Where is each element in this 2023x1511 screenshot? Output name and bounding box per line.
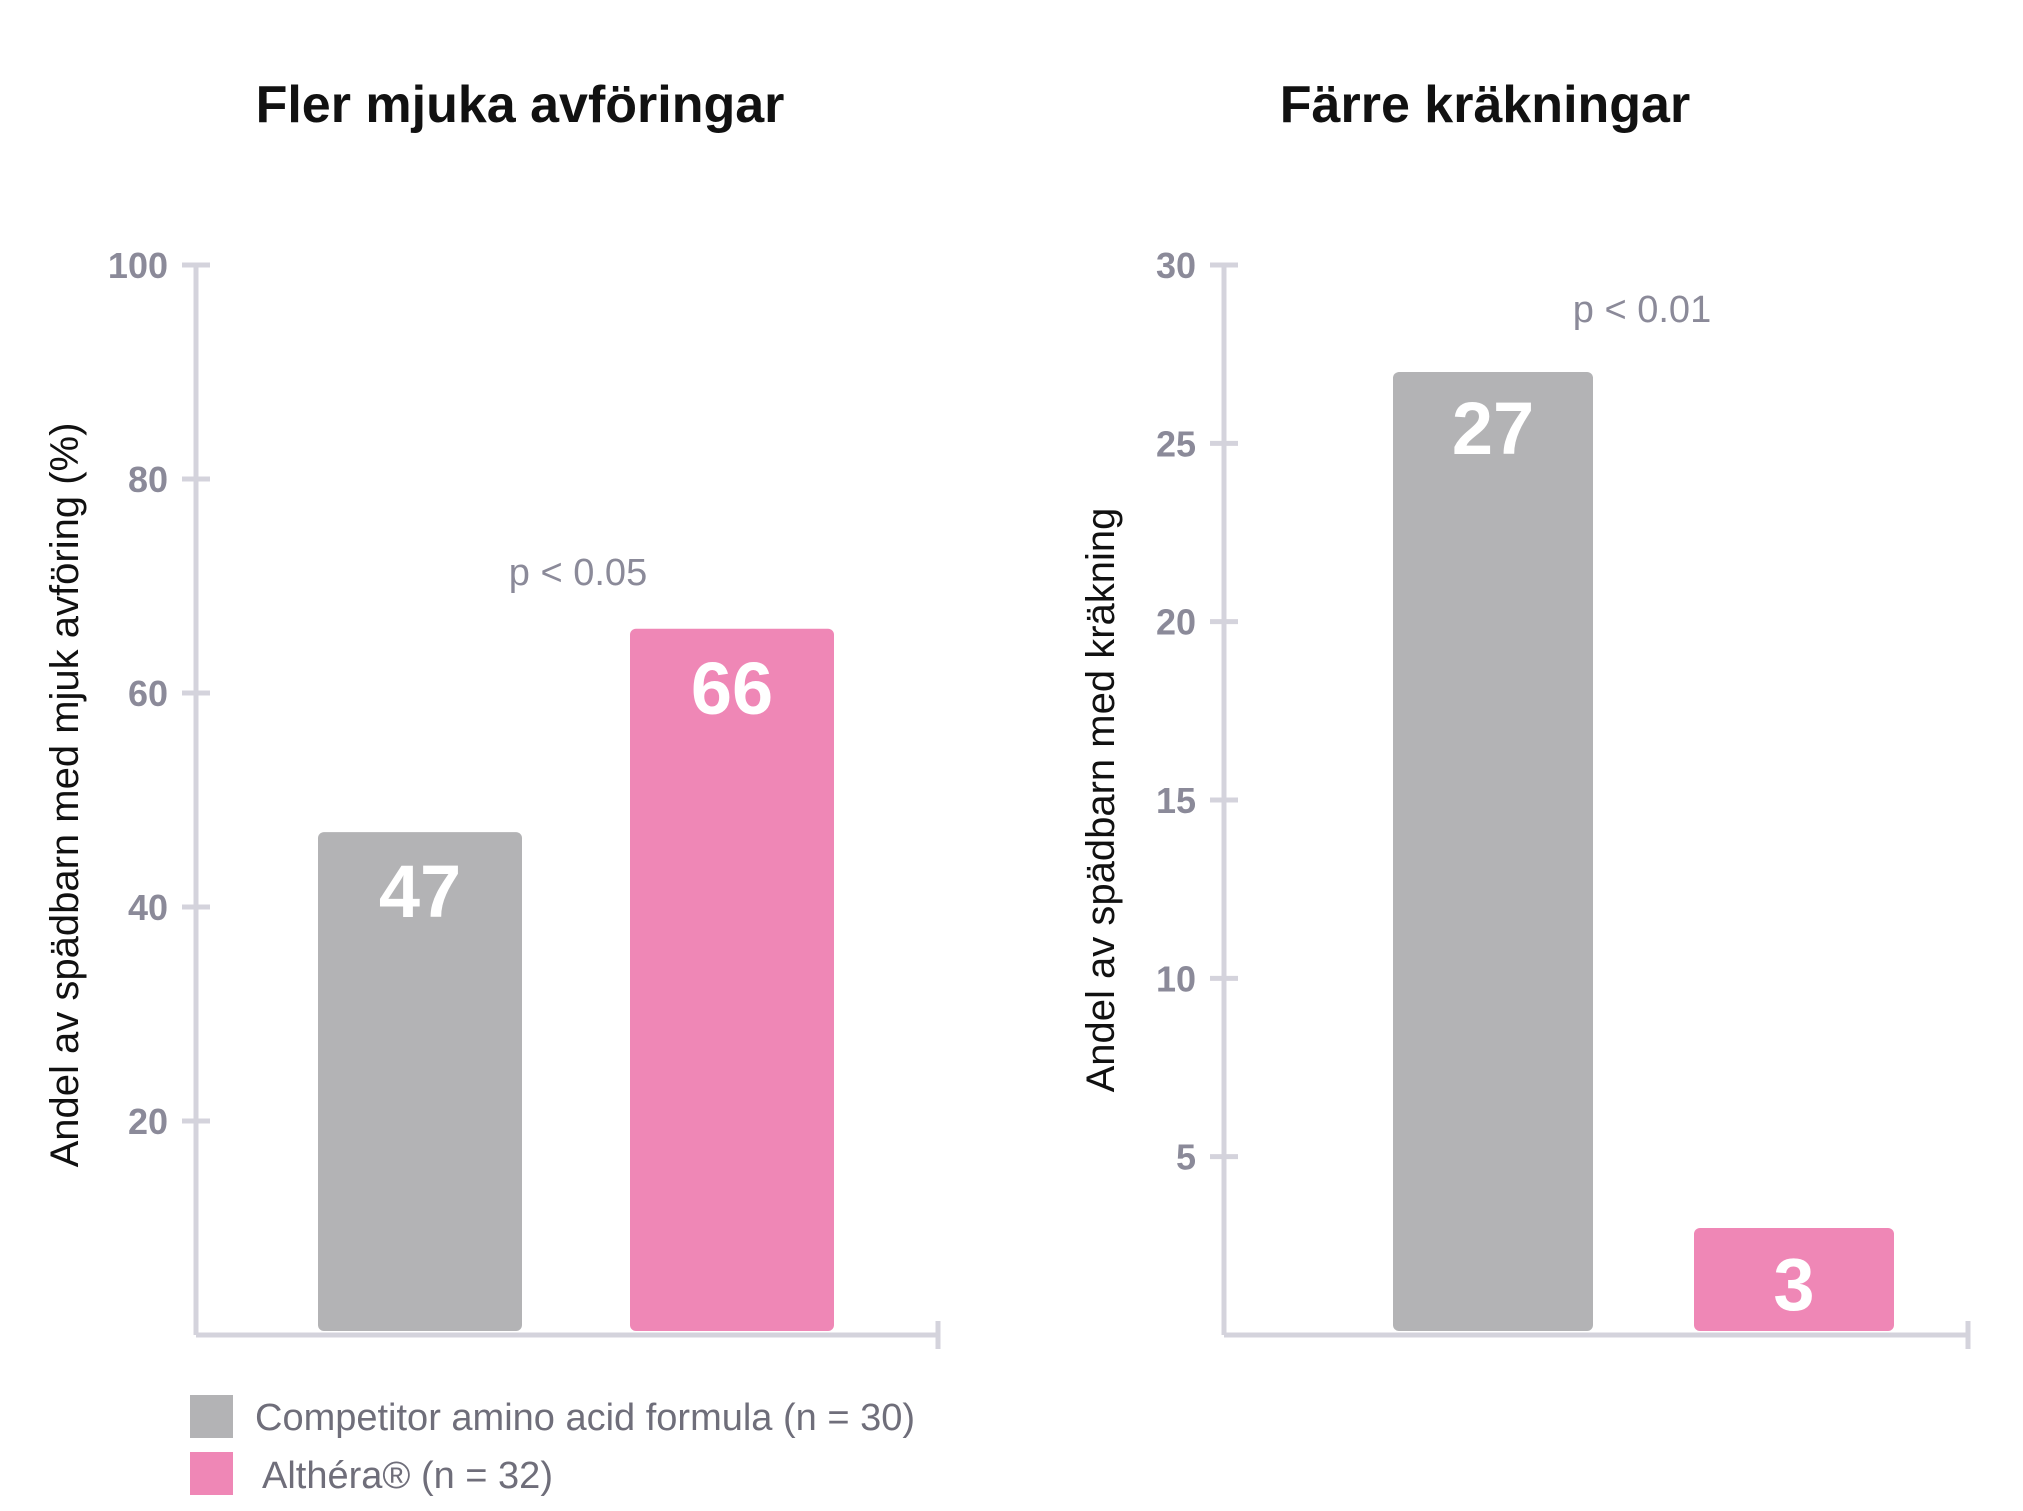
y-tick-label: 80: [128, 459, 168, 500]
y-tick-label: 60: [128, 673, 168, 714]
y-tick-label: 40: [128, 887, 168, 928]
bar-value-label: 47: [379, 850, 461, 933]
bar-competitor: [1393, 372, 1593, 1331]
legend: Competitor amino acid formula (n = 30) A…: [190, 1395, 915, 1497]
chart-title: Fler mjuka avföringar: [256, 76, 785, 134]
bar-value-label: 3: [1773, 1243, 1814, 1326]
y-tick-label: 25: [1156, 423, 1196, 464]
y-axis-ticks: 5 10 15 20 25 30: [1156, 245, 1238, 1178]
legend-swatch: [190, 1395, 233, 1438]
y-axis-label: Andel av spädbarn med mjuk avföring (%): [43, 423, 87, 1168]
y-tick-label: 100: [108, 245, 168, 286]
y-tick-label: 15: [1156, 780, 1196, 821]
bar-althera: [630, 628, 834, 1331]
bar-competitor: [318, 832, 522, 1331]
y-tick-label: 20: [1156, 602, 1196, 643]
legend-label: Competitor amino acid formula (n = 30): [255, 1397, 915, 1439]
chart-soft-stools: Fler mjuka avföringar Andel av spädbarn …: [43, 76, 941, 1349]
chart-vomiting: Färre kräkningar Andel av spädbarn med k…: [1079, 76, 1971, 1349]
legend-item-competitor: Competitor amino acid formula (n = 30): [190, 1395, 915, 1439]
p-value-annotation: p < 0.05: [509, 552, 647, 594]
y-tick-label: 5: [1176, 1137, 1196, 1178]
axes: [193, 265, 941, 1349]
p-value-annotation: p < 0.01: [1573, 289, 1711, 331]
axes: [1221, 265, 1971, 1349]
y-tick-label: 30: [1156, 245, 1196, 286]
y-tick-label: 20: [128, 1101, 168, 1142]
bar-value-label: 27: [1452, 387, 1534, 470]
legend-label: Althéra® (n = 32): [262, 1455, 553, 1497]
legend-item-althera: Althéra® (n = 32): [190, 1452, 553, 1497]
chart-title: Färre kräkningar: [1280, 76, 1690, 134]
bar-althera: [1694, 1228, 1894, 1331]
legend-swatch: [190, 1452, 233, 1495]
bars: 27 3: [1393, 372, 1894, 1331]
bar-value-label: 66: [691, 647, 773, 730]
bars: 47 66: [318, 628, 834, 1331]
y-axis-label: Andel av spädbarn med kräkning: [1079, 508, 1123, 1093]
y-tick-label: 10: [1156, 958, 1196, 999]
